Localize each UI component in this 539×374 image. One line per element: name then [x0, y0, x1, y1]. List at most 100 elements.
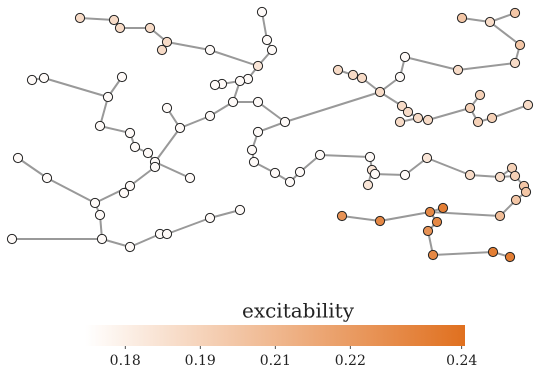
node	[494, 210, 506, 222]
node	[374, 215, 386, 227]
node	[422, 225, 434, 237]
edge	[166, 217, 211, 235]
node	[399, 51, 411, 63]
edge	[257, 101, 286, 123]
node	[96, 233, 108, 245]
node	[284, 176, 296, 188]
node	[362, 179, 374, 191]
colorbar-tick-label: 0.19	[185, 353, 216, 369]
node	[94, 209, 106, 221]
nodes	[6, 6, 534, 263]
edge	[341, 215, 381, 222]
edge	[284, 91, 381, 123]
node	[124, 180, 136, 192]
node	[514, 39, 526, 51]
node	[94, 120, 106, 132]
node	[174, 122, 186, 134]
node	[472, 116, 484, 128]
colorbar-tick-label: 0.21	[260, 353, 291, 369]
node	[116, 71, 128, 83]
node	[256, 6, 268, 18]
node	[347, 69, 359, 81]
node	[279, 116, 291, 128]
node	[204, 212, 216, 224]
edge	[179, 115, 211, 129]
node	[487, 246, 499, 258]
node	[161, 102, 173, 114]
node	[38, 72, 50, 84]
edge	[429, 211, 501, 217]
node	[144, 22, 156, 34]
node	[74, 12, 86, 24]
edge	[426, 157, 471, 176]
node	[129, 141, 141, 153]
node	[424, 206, 436, 218]
node	[509, 57, 521, 69]
node	[394, 71, 406, 83]
node	[227, 96, 239, 108]
node	[336, 210, 348, 222]
edge	[209, 209, 241, 219]
node	[422, 114, 434, 126]
node	[269, 167, 281, 179]
node	[261, 34, 273, 46]
node	[510, 194, 522, 206]
node	[314, 149, 326, 161]
node	[248, 156, 260, 168]
node	[252, 60, 264, 72]
node	[431, 216, 443, 228]
edge	[99, 125, 131, 134]
node	[149, 161, 161, 173]
node	[41, 172, 53, 184]
node	[156, 44, 168, 56]
node	[204, 44, 216, 56]
edge	[46, 177, 96, 204]
edge	[154, 127, 181, 163]
node	[266, 44, 278, 56]
edge	[129, 166, 156, 187]
node	[114, 22, 126, 34]
node	[118, 187, 130, 199]
edge	[79, 17, 115, 21]
node	[421, 152, 433, 164]
node	[522, 99, 534, 111]
edge	[379, 211, 431, 222]
node	[369, 168, 381, 180]
node	[520, 186, 532, 198]
node	[464, 169, 476, 181]
edge	[432, 251, 494, 256]
node	[108, 14, 120, 26]
edge	[457, 62, 516, 71]
node	[209, 79, 221, 91]
node	[412, 112, 424, 124]
node	[234, 75, 246, 87]
node	[246, 144, 258, 156]
node	[252, 96, 264, 108]
colorbar-tick-label: 0.22	[335, 353, 366, 369]
node	[474, 89, 486, 101]
edge	[427, 107, 471, 121]
node	[294, 166, 306, 178]
edge	[43, 77, 109, 98]
node	[142, 147, 154, 159]
node	[161, 36, 173, 48]
node	[504, 251, 516, 263]
node	[402, 106, 414, 118]
node	[464, 102, 476, 114]
edge	[319, 154, 371, 158]
node	[399, 169, 411, 181]
node	[452, 64, 464, 76]
node	[204, 110, 216, 122]
edge	[489, 21, 521, 46]
node	[494, 171, 506, 183]
colorbar-tick-label: 0.18	[110, 353, 141, 369]
node	[252, 126, 264, 138]
edge	[129, 233, 161, 248]
node	[6, 233, 18, 245]
node	[509, 7, 521, 19]
node	[89, 197, 101, 209]
colorbar-tick-label: 0.24	[446, 353, 477, 369]
node	[184, 172, 196, 184]
